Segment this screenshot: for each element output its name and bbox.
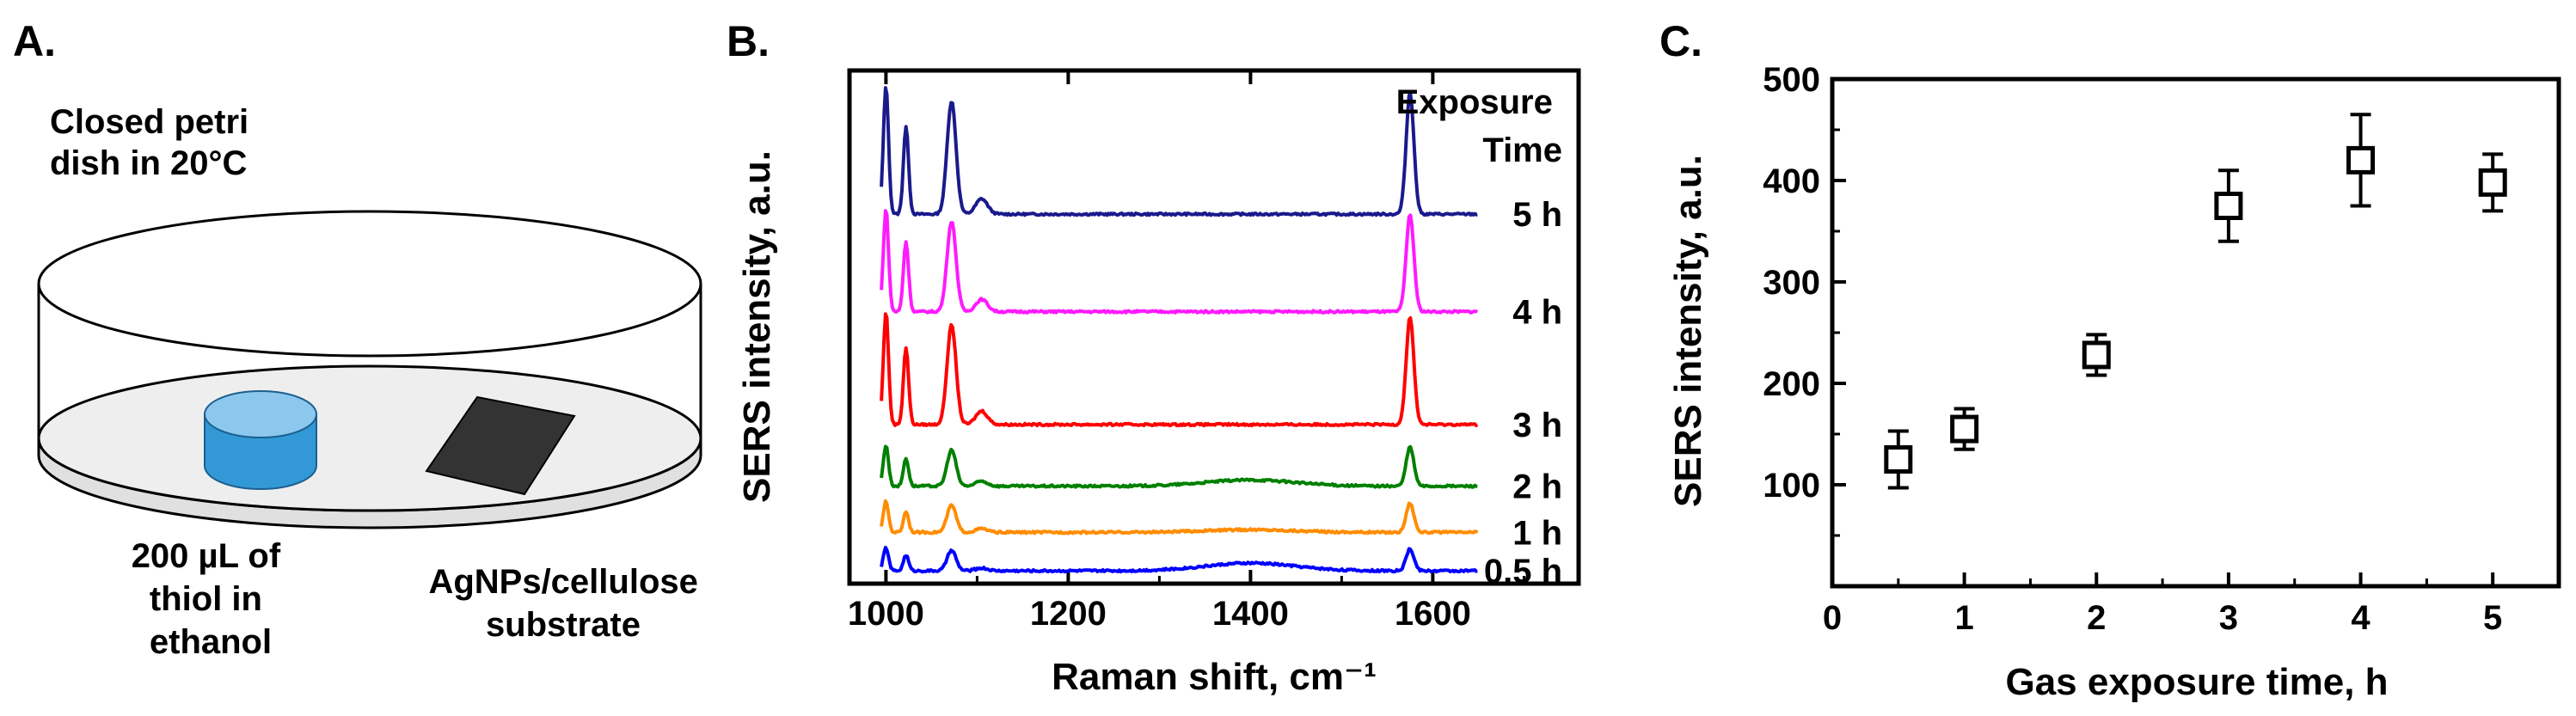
- open-square-marker: [2478, 168, 2507, 197]
- raman-x-tick-label: 1200: [1030, 595, 1107, 633]
- open-square-marker: [2082, 340, 2111, 370]
- substrate-label-line-2: substrate: [486, 606, 641, 644]
- thiol-label-line-3: ethanol: [150, 623, 272, 661]
- substrate-label: AgNPs/cellulose substrate: [428, 563, 708, 644]
- raman-series-labels: 5 h 4 h 3 h 2 h 1 h0.5 h: [1484, 196, 1562, 591]
- raman-x-tick-label: 1400: [1212, 595, 1289, 633]
- scatter-x-tick-label: 1: [1955, 599, 1974, 637]
- thiol-label-line-2: thiol in: [150, 580, 262, 618]
- dish-rim: [37, 210, 702, 358]
- scatter-x-tick-label: 4: [2351, 599, 2371, 637]
- series-label-5-h: 5 h: [1512, 196, 1562, 234]
- scatter-points: [1884, 113, 2507, 490]
- raman-x-axis-title: Raman shift, cm⁻¹: [1052, 656, 1377, 698]
- series-label-3-h: 3 h: [1512, 407, 1562, 444]
- spectrum-4-h: [880, 209, 1479, 315]
- panel-b-letter: B.: [727, 17, 770, 65]
- legend-title: Exposure Time: [1396, 83, 1562, 169]
- panel-c-letter: C.: [1659, 17, 1702, 65]
- dish-label-line-1: Closed petri: [50, 103, 248, 141]
- open-square-marker: [1950, 414, 1979, 444]
- raman-x-tick-label: 1600: [1395, 595, 1471, 633]
- scatter-y-tick-label: 100: [1763, 467, 1820, 505]
- data-point-2: [2082, 333, 2111, 377]
- panel-a: A. Closed petri dish in 20°C 200 µL of t…: [13, 17, 708, 661]
- series-label-1-h: 1 h: [1512, 514, 1562, 552]
- data-point-3: [2214, 168, 2243, 243]
- scatter-x-tick-label: 0: [1823, 599, 1842, 637]
- scatter-x-axis-title: Gas exposure time, h: [2005, 661, 2388, 703]
- panel-b: B. 1000 1200 1400 1600 5 h 4 h 3 h 2 h 1 h0.5 h…: [727, 17, 1581, 698]
- scatter-tick-labels: 0 1 2 3 4 5 100 200 300 400 500: [1763, 61, 2502, 637]
- open-square-marker: [2214, 192, 2243, 220]
- scatter-plot-frame: [1830, 76, 2561, 589]
- series-label-0-5-h: 0.5 h: [1484, 553, 1562, 591]
- spectrum-2-h: [880, 444, 1478, 489]
- spectrum-0-5-h: [880, 545, 1478, 574]
- data-point-5: [2478, 152, 2507, 213]
- substrate-square: [425, 395, 576, 496]
- scatter-y-tick-label: 200: [1763, 365, 1820, 403]
- scatter-x-tick-label: 2: [2087, 599, 2106, 637]
- spectrum-3-h: [880, 312, 1479, 428]
- thiol-label: 200 µL of thiol in ethanol: [132, 537, 291, 661]
- raman-x-tick-labels: 1000 1200 1400 1600: [848, 595, 1471, 633]
- data-point-0: [1884, 429, 1913, 490]
- series-label-2-h: 2 h: [1512, 468, 1562, 506]
- panel-c: C. 0 1 2 3 4 5 100 200 300 400 500 Gas exposure ti…: [1659, 17, 2561, 703]
- legend-title-line-2: Time: [1482, 132, 1562, 169]
- scatter-y-tick-label: 500: [1763, 61, 1820, 99]
- scatter-y-axis-title: SERS intensity, a.u.: [1667, 155, 1709, 507]
- data-point-4: [2346, 113, 2376, 208]
- scatter-x-tick-label: 3: [2219, 599, 2238, 637]
- spectrum-1-h: [880, 499, 1479, 535]
- spectrum-5-h: [880, 86, 1478, 217]
- raman-spectra: [880, 86, 1479, 574]
- dish-floor-top: [37, 364, 702, 512]
- scatter-x-tick-label: 5: [2483, 599, 2502, 637]
- open-square-marker: [2346, 145, 2376, 174]
- raman-plot-frame: [847, 68, 1581, 586]
- raman-x-tick-label: 1000: [848, 595, 924, 633]
- dish-label: Closed petri dish in 20°C: [50, 103, 258, 182]
- open-square-marker: [1884, 445, 1913, 474]
- scatter-y-tick-label: 300: [1763, 264, 1820, 302]
- panel-a-letter: A.: [13, 17, 56, 65]
- petri-dish-illustration: [37, 210, 702, 529]
- raman-x-ticks: [884, 70, 1525, 584]
- series-label-4-h: 4 h: [1512, 294, 1562, 332]
- dish-label-line-2: dish in 20°C: [50, 144, 247, 182]
- substrate-label-line-1: AgNPs/cellulose: [428, 563, 697, 601]
- legend-title-line-1: Exposure: [1396, 83, 1553, 121]
- data-point-1: [1950, 407, 1979, 451]
- raman-y-axis-title: SERS intensity, a.u.: [736, 150, 778, 503]
- thiol-vial-top: [204, 390, 317, 438]
- thiol-vial: [204, 390, 317, 490]
- scatter-y-tick-label: 400: [1763, 162, 1820, 200]
- thiol-label-line-1: 200 µL of: [132, 537, 281, 575]
- scatter-ticks: [1831, 77, 2495, 586]
